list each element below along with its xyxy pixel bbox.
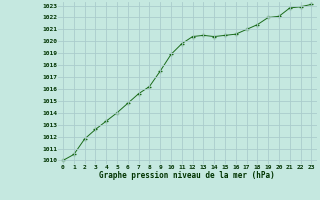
X-axis label: Graphe pression niveau de la mer (hPa): Graphe pression niveau de la mer (hPa): [99, 171, 275, 180]
